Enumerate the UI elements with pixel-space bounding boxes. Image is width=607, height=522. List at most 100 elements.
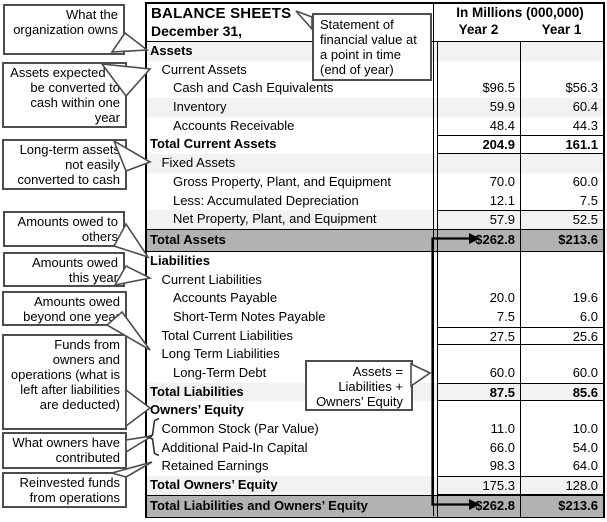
row-year2-value: 70.0: [437, 172, 520, 192]
row-year1-value: [520, 251, 603, 271]
row-year1-value: $213.6: [520, 495, 603, 517]
row-label: Short-Term Notes Payable: [173, 308, 326, 324]
note-balance-sheet-definition: Statement of financial value at a point …: [312, 13, 432, 81]
table-row: Common Stock (Par Value) 11.0 10.0: [147, 420, 603, 439]
table-row: Total Current Assets 204.9 161.1: [147, 135, 603, 155]
row-label: Additional Paid-In Capital: [161, 439, 308, 455]
row-year1-value: [520, 154, 603, 173]
row-year1-value: 6.0: [520, 307, 603, 327]
callout-funds-from-owners: Funds from owners and operations (what i…: [2, 334, 127, 430]
row-year2-value: 175.3: [437, 476, 520, 495]
row-label: Total Liabilities: [150, 383, 244, 399]
table-row: Less: Accumulated Depreciation 12.1 7.5: [147, 191, 603, 211]
row-year1-value: 60.0: [520, 364, 603, 383]
balance-sheet-table: BALANCE SHEETS December 31, In Millions …: [145, 2, 605, 518]
table-row: Long-Term Debt 60.0 60.0: [147, 364, 603, 383]
row-label: Current Assets: [161, 61, 247, 77]
row-label: Less: Accumulated Depreciation: [173, 192, 359, 208]
row-year2-value: 11.0: [437, 420, 520, 439]
row-year1-value: 54.0: [520, 438, 603, 458]
callout-reinvested-funds: Reinvested funds from operations: [2, 472, 127, 508]
row-label: Long-Term Debt: [173, 365, 267, 380]
row-label: Total Owners’ Equity: [150, 477, 278, 493]
row-year2-value: 7.5: [437, 307, 520, 327]
row-year1-value: [520, 401, 603, 421]
row-label: Gross Property, Plant, and Equipment: [173, 173, 391, 189]
callout-long-term-assets: Long-term assets not easily converted to…: [2, 139, 127, 190]
row-label: Assets: [150, 43, 193, 58]
row-label: Liabilities: [150, 252, 210, 268]
row-year2-value: [437, 270, 520, 290]
row-year1-value: 7.5: [520, 191, 603, 211]
year2-column-header: Year 2: [458, 22, 499, 37]
row-year2-value: [437, 251, 520, 271]
row-label: Total Current Liabilities: [161, 327, 294, 343]
row-year2-value: [437, 42, 520, 61]
table-header: BALANCE SHEETS December 31, In Millions …: [147, 4, 603, 42]
table-row: Cash and Cash Equivalents $96.5 $56.3: [147, 79, 603, 99]
row-year2-value: 48.4: [437, 116, 520, 136]
callout-owed-this-year: Amounts owed this year: [3, 252, 125, 287]
row-year2-value: 20.0: [437, 289, 520, 308]
row-year2-value: 204.9: [437, 135, 520, 155]
row-year2-value: [437, 345, 520, 364]
table-row: Additional Paid-In Capital 66.0 54.0: [147, 438, 603, 458]
row-year2-value: $262.8: [437, 495, 520, 517]
row-year2-value: $96.5: [437, 79, 520, 99]
callout-owners-contributed: What owners have contributed: [2, 432, 127, 469]
row-year1-value: 52.5: [520, 210, 603, 229]
row-year1-value: [520, 60, 603, 80]
row-label: Accounts Payable: [173, 290, 278, 306]
row-label: Net Property, Plant, and Equipment: [173, 211, 377, 227]
row-year2-value: 27.5: [437, 326, 520, 346]
row-year2-value: [437, 154, 520, 173]
table-row: Short-Term Notes Payable 7.5 6.0: [147, 307, 603, 327]
row-year1-value: [520, 345, 603, 364]
table-row: Total Owners’ Equity 175.3 128.0: [147, 476, 603, 495]
callout-owed-to-others: Amounts owed to others: [3, 211, 125, 247]
table-row: Total Current Liabilities 27.5 25.6: [147, 326, 603, 346]
table-row: Current Assets: [147, 60, 603, 80]
row-label: Fixed Assets: [161, 155, 236, 171]
row-year2-value: [437, 60, 520, 80]
table-rows: Assets Current Assets Cash and Cash Equi…: [147, 42, 603, 518]
row-label: Accounts Receivable: [173, 117, 295, 133]
row-label: Total Assets: [150, 231, 226, 247]
row-year1-value: 60.4: [520, 98, 603, 117]
table-row: Accounts Receivable 48.4 44.3: [147, 116, 603, 136]
row-year1-value: 10.0: [520, 420, 603, 439]
row-year2-value: $262.8: [437, 229, 520, 251]
table-row: Total Liabilities and Owners’ Equity $26…: [147, 494, 603, 518]
row-year1-value: 25.6: [520, 326, 603, 346]
row-year1-value: [520, 42, 603, 61]
table-row: Retained Earnings 98.3 64.0: [147, 457, 603, 477]
sheet-title: BALANCE SHEETS: [151, 5, 292, 22]
table-row: Gross Property, Plant, and Equipment 70.…: [147, 172, 603, 192]
year1-column-header: Year 1: [541, 22, 582, 37]
table-row: Fixed Assets: [147, 154, 603, 173]
units-label: In Millions (000,000): [456, 5, 584, 20]
row-year1-value: [520, 270, 603, 290]
row-year2-value: 57.9: [437, 210, 520, 229]
row-year1-value: 128.0: [520, 476, 603, 495]
row-label: Common Stock (Par Value): [161, 421, 319, 437]
callout-current-assets: Assets expected to be converted to cash …: [2, 62, 127, 128]
table-row: Accounts Payable 20.0 19.6: [147, 289, 603, 308]
note-accounting-equation: Assets = Liabilities + Owners’ Equity: [305, 360, 413, 411]
row-year2-value: 59.9: [437, 98, 520, 117]
row-year1-value: $56.3: [520, 79, 603, 99]
row-year1-value: 19.6: [520, 289, 603, 308]
sheet-subtitle: December 31,: [151, 23, 243, 39]
row-label: Total Current Assets: [150, 136, 277, 152]
callout-owed-beyond-one-year: Amounts owed beyond one year: [2, 291, 127, 326]
row-year1-value: 161.1: [520, 135, 603, 155]
callout-what-org-owns: What the organization owns: [3, 4, 125, 55]
row-year2-value: 12.1: [437, 191, 520, 211]
row-year2-value: 87.5: [437, 382, 520, 402]
row-label: Cash and Cash Equivalents: [173, 80, 334, 96]
row-year1-value: $213.6: [520, 229, 603, 251]
row-year1-value: 60.0: [520, 172, 603, 192]
table-row: Total Assets $262.8 $213.6: [147, 228, 603, 252]
row-label: Retained Earnings: [161, 458, 269, 474]
